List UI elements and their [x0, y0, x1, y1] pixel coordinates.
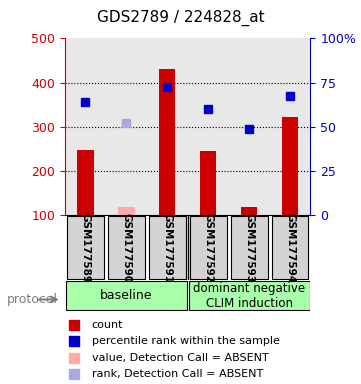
- Bar: [118, 207, 135, 215]
- Text: GSM177589: GSM177589: [81, 213, 91, 283]
- Text: GSM177591: GSM177591: [162, 213, 172, 283]
- FancyBboxPatch shape: [231, 216, 268, 279]
- Text: percentile rank within the sample: percentile rank within the sample: [92, 336, 279, 346]
- Bar: [200, 151, 216, 215]
- FancyBboxPatch shape: [271, 216, 308, 279]
- Bar: [282, 117, 298, 215]
- Text: dominant negative
CLIM induction: dominant negative CLIM induction: [193, 282, 305, 310]
- FancyBboxPatch shape: [190, 216, 227, 279]
- Text: GSM177592: GSM177592: [203, 213, 213, 283]
- Text: protocol: protocol: [7, 293, 58, 306]
- FancyBboxPatch shape: [149, 216, 186, 279]
- FancyBboxPatch shape: [188, 281, 310, 310]
- Text: value, Detection Call = ABSENT: value, Detection Call = ABSENT: [92, 353, 268, 363]
- Bar: [241, 207, 257, 215]
- Bar: [159, 70, 175, 215]
- Text: GSM177590: GSM177590: [121, 213, 131, 283]
- Text: GSM177593: GSM177593: [244, 213, 254, 283]
- FancyBboxPatch shape: [66, 281, 187, 310]
- Text: baseline: baseline: [100, 289, 153, 302]
- Text: GDS2789 / 224828_at: GDS2789 / 224828_at: [97, 10, 264, 26]
- Text: count: count: [92, 320, 123, 330]
- Text: rank, Detection Call = ABSENT: rank, Detection Call = ABSENT: [92, 369, 263, 379]
- FancyBboxPatch shape: [108, 216, 145, 279]
- Bar: [77, 150, 93, 215]
- Text: GSM177594: GSM177594: [285, 213, 295, 283]
- FancyBboxPatch shape: [67, 216, 104, 279]
